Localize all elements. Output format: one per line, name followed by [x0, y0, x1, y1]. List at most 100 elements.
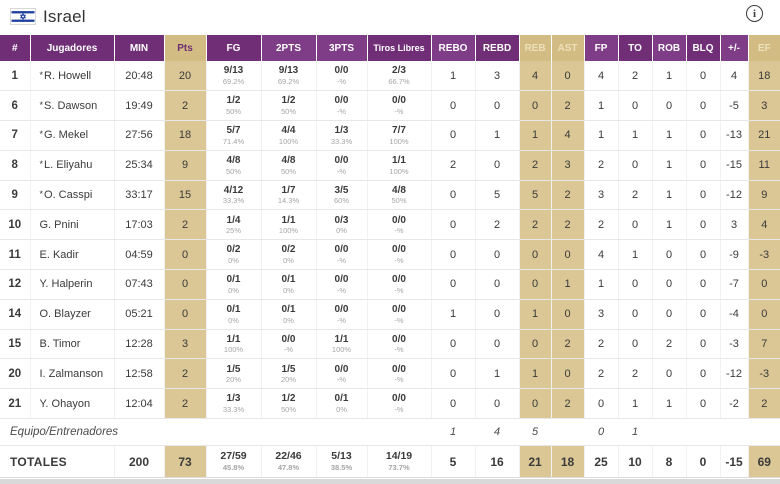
player-row: 21 Y. Ohayon 12:04 2 1/3 33.3% 1/2 50% 0/1 0% 0/0-…: [0, 388, 780, 420]
col-header-ef: EF: [748, 35, 780, 61]
cell-rob: 1: [652, 61, 687, 92]
shooting-percentage: 50%: [225, 166, 241, 176]
cell-ef: 9: [748, 180, 780, 211]
cell-reb: 0: [519, 239, 552, 271]
made-attempted: 0/2: [226, 244, 241, 256]
cell-ast: 0: [551, 358, 585, 390]
cell-tl: 2/3 66.7%: [367, 61, 432, 92]
cell-pm: -4: [720, 299, 749, 330]
shooting-percentage: -%: [336, 315, 347, 325]
cell-p3: 0/0 -%: [316, 239, 368, 271]
cell-rebo: 0: [431, 358, 476, 390]
cell-ast: 0: [551, 239, 585, 271]
cell-pts: 0: [164, 269, 207, 300]
cell-min: 12:04: [114, 388, 165, 420]
player-row: 15 B. Timor 12:28 3 1/1 100% 0/0 -% 1/1 100% 0/0 -%…: [0, 329, 780, 360]
made-attempted: 1/2: [281, 95, 296, 107]
shooting-percentage: -%: [283, 345, 294, 355]
shooting-percentage: 69.2%: [277, 76, 300, 86]
cell-rebo: 0: [431, 329, 476, 360]
made-attempted: 0/0: [392, 393, 406, 405]
made-attempted: 1/1: [226, 333, 241, 345]
shooting-percentage: 0%: [283, 285, 294, 295]
cell-fg: 0/2 0%: [206, 239, 262, 271]
cell-tl: 1/1 100%: [367, 150, 432, 181]
col-header-fg: FG: [206, 35, 262, 61]
cell-p2: 1/2 50%: [261, 388, 317, 420]
cell-p2: 4/4 100%: [261, 120, 317, 151]
team-cell-reb: 5: [519, 418, 551, 447]
cell-ef: 11: [748, 150, 780, 181]
made-attempted: 0/0: [334, 244, 349, 256]
col-header-p3: 3PTS: [316, 35, 368, 61]
cell-rob: 1: [652, 388, 687, 420]
cell-rebo: 0: [431, 388, 476, 420]
cell-p3: 0/0 -%: [316, 90, 368, 122]
shooting-percentage: -%: [394, 404, 404, 414]
made-attempted: 0/0: [334, 363, 349, 375]
made-attempted: 2/3: [392, 65, 406, 77]
made-attempted: 1/1: [334, 333, 349, 345]
shooting-percentage: -%: [336, 106, 347, 116]
cell-fp: 4: [584, 239, 619, 271]
shooting-percentage: 0%: [336, 226, 347, 236]
cell-fg: 1/1 100%: [206, 329, 262, 360]
info-icon[interactable]: i: [746, 5, 763, 22]
made-attempted: 1/7: [281, 184, 296, 196]
shooting-percentage: 71.4%: [222, 136, 245, 146]
cell-rebd: 0: [475, 388, 520, 420]
cell-reb: 2: [519, 150, 552, 181]
cell-fg: 5/7 71.4%: [206, 120, 262, 151]
cell-tl: 0/0 -%: [367, 269, 432, 300]
cell-rob: 0: [652, 239, 687, 271]
col-header-tl: Tiros Libres: [367, 35, 432, 61]
shooting-percentage: 66.7%: [388, 76, 410, 86]
cell-pm: 3: [720, 209, 749, 241]
cell-tl: 0/0 -%: [367, 329, 432, 360]
cell-to: 0: [618, 209, 653, 241]
cell-fp: 2: [584, 150, 619, 181]
cell-to: 1: [618, 388, 653, 420]
cell-blq: 0: [686, 269, 721, 300]
shooting-percentage: -%: [336, 76, 347, 86]
total-fp: 25: [584, 445, 619, 479]
player-rows: 1 *R. Howell 20:48 20 9/13 69.2% 9/13 69.2% 0/0-…: [0, 61, 780, 420]
cell-rebd: 2: [475, 209, 520, 241]
made-attempted: 14/19: [385, 450, 413, 463]
made-attempted: 1/1: [392, 155, 406, 167]
cell-ef: 3: [748, 90, 780, 122]
cell-ast: 2: [551, 180, 585, 211]
shooting-percentage: 33.3%: [222, 196, 245, 206]
shooting-percentage: 0%: [283, 315, 294, 325]
shooting-percentage: -%: [394, 255, 404, 265]
cell-num: 15: [0, 329, 31, 360]
cell-rebd: 0: [475, 329, 520, 360]
cell-to: 1: [618, 120, 653, 151]
cell-reb: 1: [519, 299, 552, 330]
made-attempted: 0/0: [392, 95, 406, 107]
total-p2: 22/46 47.8%: [261, 445, 317, 479]
total-pm: -15: [720, 445, 749, 479]
cell-p3: 0/0 -%: [316, 61, 368, 92]
cell-min: 12:28: [114, 329, 165, 360]
made-attempted: 4/8: [281, 155, 296, 167]
made-attempted: 0/3: [334, 214, 349, 226]
team-cell-fp: 0: [584, 418, 618, 447]
made-attempted: 0/0: [334, 155, 349, 167]
made-attempted: 1/5: [281, 363, 296, 375]
player-row: 1 *R. Howell 20:48 20 9/13 69.2% 9/13 69.2% 0/0-…: [0, 61, 780, 92]
cell-pm: -12: [720, 358, 749, 390]
cell-pts: 0: [164, 299, 207, 330]
cell-pts: 3: [164, 329, 207, 360]
col-header-ast: AST: [551, 35, 585, 61]
total-tl: 14/19 73.7%: [367, 445, 432, 479]
col-header-fp: FP: [584, 35, 619, 61]
cell-num: 20: [0, 358, 31, 390]
made-attempted: 22/46: [275, 450, 302, 463]
cell-tl: 0/0 -%: [367, 388, 432, 420]
team-coaches-row: Equipo/Entrenadores 1 4 5 0 1: [0, 418, 780, 447]
header-row: # Jugadores MIN Pts FG 2PTS 3PTS Tiros Libres RE…: [0, 35, 780, 61]
cell-fg: 1/2 50%: [206, 90, 262, 122]
made-attempted: 1/5: [226, 363, 241, 375]
cell-fg: 1/4 25%: [206, 209, 262, 241]
